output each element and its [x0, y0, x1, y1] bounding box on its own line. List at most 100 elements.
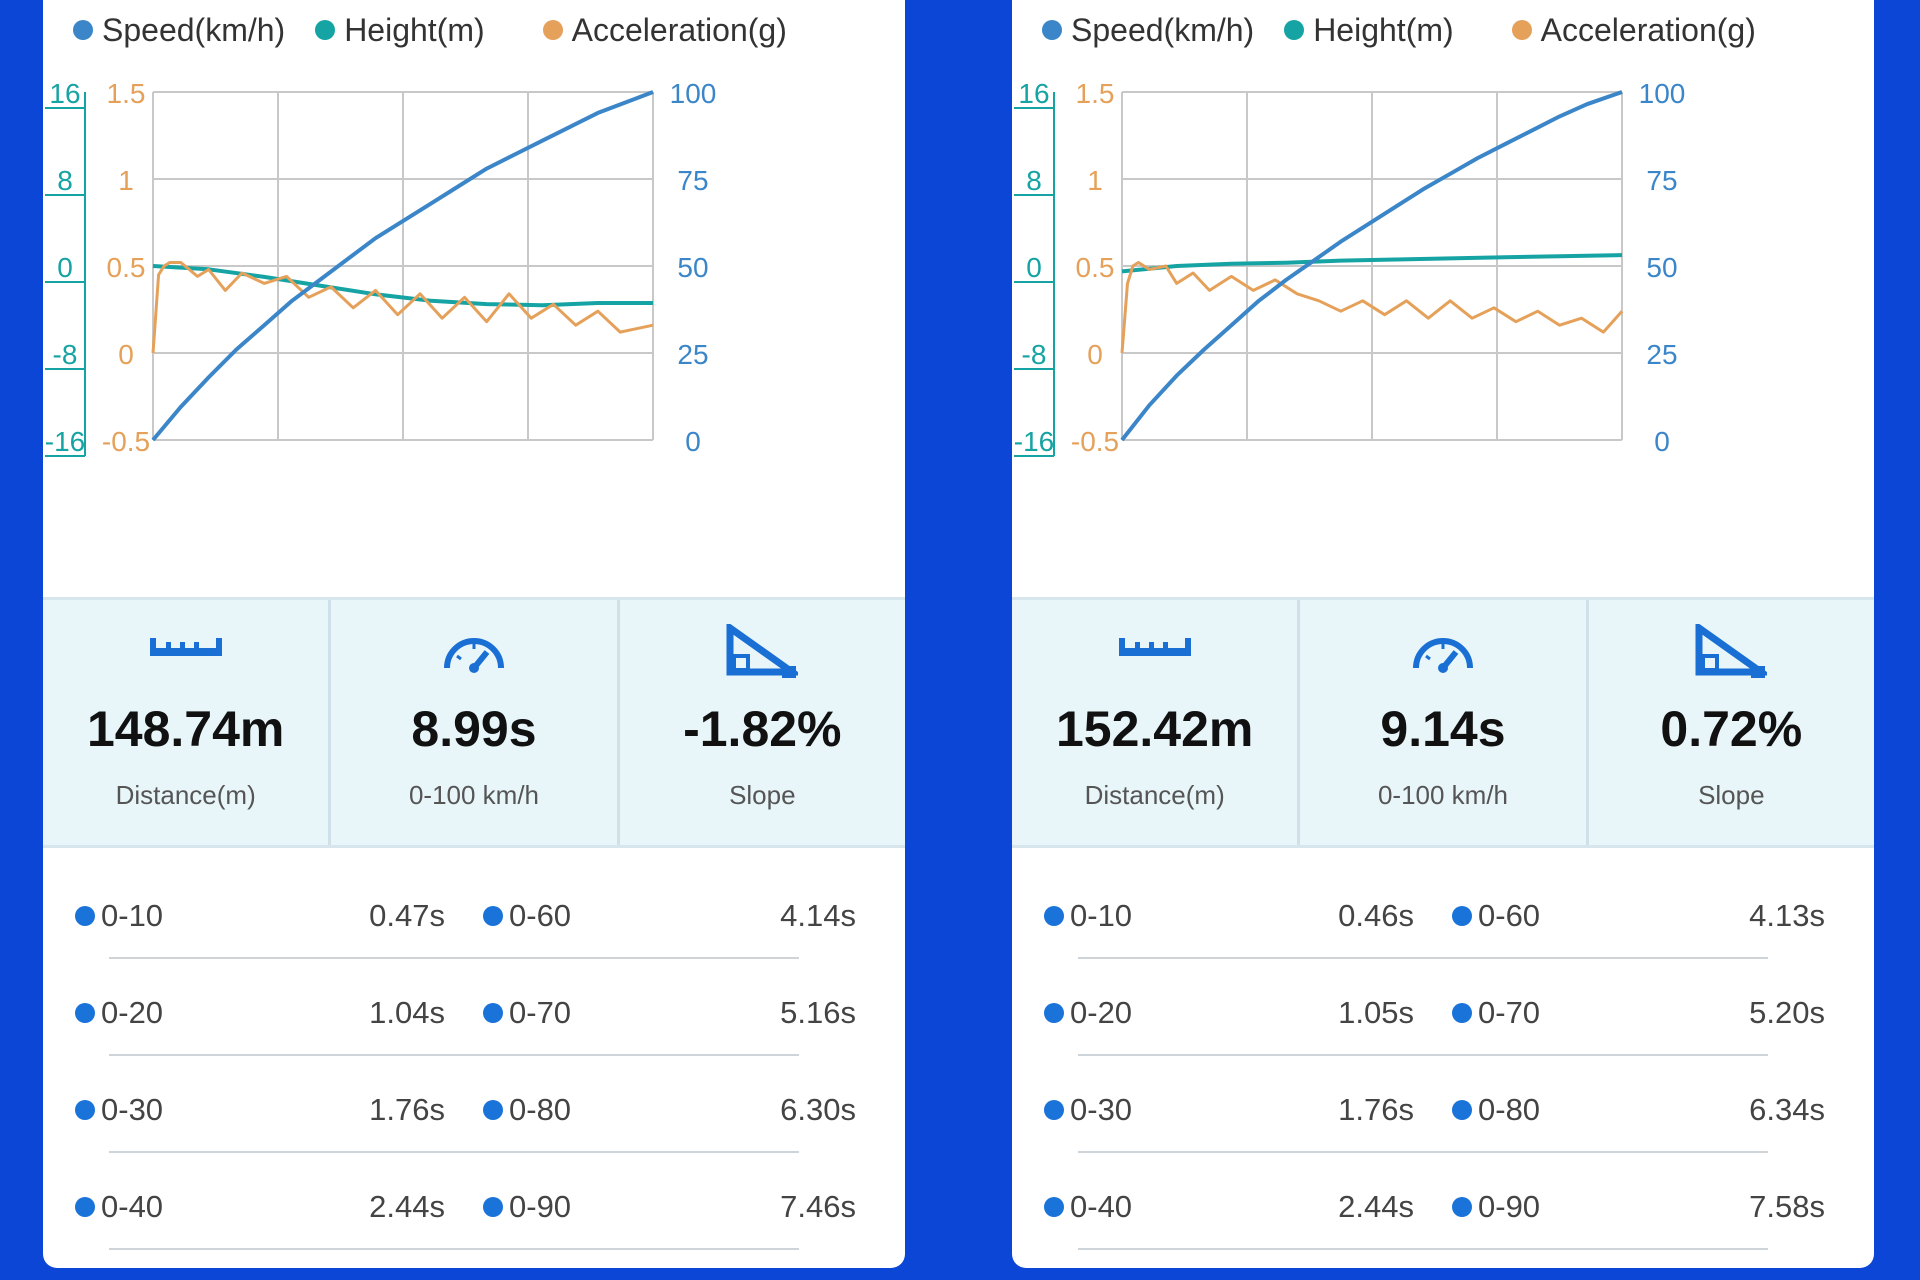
split-row: 0-20 1.05s 0-70 5.20s: [1012, 977, 1874, 1074]
split-range: 0-60: [1478, 898, 1541, 933]
split-range: 0-20: [1070, 995, 1133, 1030]
legend-height-label: Height(m): [344, 11, 485, 48]
stats-summary: 152.42m Distance(m) 9.14s 0-100 km/h 0.7…: [1012, 597, 1874, 848]
height-dot-icon: [1284, 20, 1305, 40]
bullet-dot-icon: [1044, 906, 1064, 926]
split-time: 4.13s: [1749, 898, 1825, 933]
row-divider: [109, 1151, 799, 1153]
split-left: 0-10 0.47s: [75, 896, 445, 936]
height-tick-label: 0: [1026, 252, 1042, 283]
legend-acceleration-label: Acceleration(g): [1540, 11, 1756, 48]
split-time: 1.05s: [1338, 995, 1414, 1030]
split-time: 2.44s: [1338, 1189, 1414, 1224]
split-time: 5.20s: [1749, 995, 1825, 1030]
legend-height[interactable]: Height(m): [315, 11, 485, 49]
split-times: 0-10 0.47s 0-60 4.14s 0-20 1.04s 0-70 5.…: [43, 880, 905, 1268]
split-range: 0-30: [1070, 1092, 1133, 1127]
row-divider: [1078, 1054, 1768, 1056]
speed-series-line: [151, 90, 654, 442]
acceleration-tick-label: -0.5: [102, 426, 150, 457]
acceleration-tick-label: 0: [1087, 339, 1103, 370]
legend-speed[interactable]: Speed(km/h): [1042, 12, 1254, 49]
speed-tick-label: 75: [677, 165, 708, 196]
acceleration-tick-label: 1.5: [1076, 78, 1115, 109]
stats-summary: 148.74m Distance(m) 8.99s 0-100 km/h -1.…: [43, 597, 905, 848]
split-range: 0-10: [101, 898, 164, 933]
split-row: 0-20 1.04s 0-70 5.16s: [43, 977, 905, 1074]
legend-speed[interactable]: Speed(km/h): [73, 12, 285, 49]
speed-tick-label: 100: [670, 78, 717, 109]
split-right: 0-80 6.34s: [1452, 1090, 1825, 1130]
bullet-dot-icon: [483, 906, 503, 926]
legend-speed-label: Speed(km/h): [102, 11, 286, 48]
legend-acceleration[interactable]: Acceleration(g): [1511, 11, 1756, 49]
chart-legend: Speed(km/h) Height(m) Acceleration(g): [73, 10, 817, 50]
split-right: 0-70 5.20s: [1452, 993, 1825, 1033]
row-divider: [1078, 1151, 1768, 1153]
split-time: 4.14s: [780, 898, 856, 933]
split-range: 0-70: [509, 995, 572, 1030]
acceleration-series-line: [1120, 261, 1624, 354]
split-right: 0-60 4.13s: [1452, 896, 1825, 936]
split-right: 0-80 6.30s: [483, 1090, 856, 1130]
acceleration-tick-label: 0.5: [107, 252, 146, 283]
performance-chart-right: 16 1.5 100 8 1 75 0 0.5 50 -8 0 25 -16 -0.5 0: [1014, 78, 1686, 457]
bullet-dot-icon: [75, 1003, 95, 1023]
height-series-line: [152, 264, 653, 308]
row-divider: [109, 957, 799, 959]
split-time: 1.76s: [369, 1092, 445, 1127]
height-tick-label: 8: [1026, 165, 1042, 196]
bullet-dot-icon: [1044, 1003, 1064, 1023]
bullet-dot-icon: [483, 1100, 503, 1120]
split-right: 0-90 7.58s: [1452, 1187, 1825, 1227]
split-range: 0-40: [1070, 1189, 1133, 1224]
acceleration-series-line: [151, 261, 654, 354]
split-time: 6.34s: [1749, 1092, 1825, 1127]
bullet-dot-icon: [1452, 1100, 1472, 1120]
slope-icon: [1695, 624, 1768, 678]
ruler-icon: [1118, 638, 1191, 656]
stat-zero-to-hundred: 8.99s 0-100 km/h: [331, 600, 620, 845]
stat-distance: 152.42m Distance(m): [1012, 600, 1301, 845]
height-tick-label: 16: [1018, 78, 1049, 109]
split-time: 2.44s: [369, 1189, 445, 1224]
run-panel-left: Speed(km/h) Height(m) Acceleration(g) 16…: [43, 0, 905, 1268]
split-row: 0-30 1.76s 0-80 6.34s: [1012, 1074, 1874, 1171]
row-divider: [1078, 1248, 1768, 1250]
split-right: 0-70 5.16s: [483, 993, 856, 1033]
speed-dot-icon: [73, 20, 93, 40]
speed-tick-label: 0: [685, 426, 701, 457]
split-time: 0.46s: [1338, 898, 1414, 933]
height-tick-label: -16: [1014, 426, 1054, 457]
split-time: 1.04s: [369, 995, 445, 1030]
chart-legend: Speed(km/h) Height(m) Acceleration(g): [1042, 10, 1786, 50]
accel-time-label: 0-100 km/h: [408, 780, 540, 810]
legend-height-label: Height(m): [1313, 11, 1454, 48]
slope-icon: [726, 624, 799, 678]
split-left: 0-20 1.04s: [75, 993, 445, 1033]
speed-dot-icon: [1042, 20, 1062, 40]
distance-value: 152.42m: [1055, 701, 1254, 757]
speed-tick-label: 75: [1646, 165, 1677, 196]
row-divider: [109, 1248, 799, 1250]
acceleration-tick-label: 1: [1087, 165, 1103, 196]
split-time: 5.16s: [780, 995, 856, 1030]
accel-time-label: 0-100 km/h: [1377, 780, 1509, 810]
split-left: 0-30 1.76s: [1044, 1090, 1414, 1130]
split-range: 0-80: [509, 1092, 572, 1127]
legend-height[interactable]: Height(m): [1284, 11, 1454, 49]
distance-label: Distance(m): [1084, 780, 1225, 810]
row-divider: [1078, 957, 1768, 959]
accel-time-value: 8.99s: [411, 701, 537, 757]
acceleration-tick-label: 0: [118, 339, 134, 370]
split-row: 0-10 0.46s 0-60 4.13s: [1012, 880, 1874, 977]
acceleration-tick-label: 1: [118, 165, 134, 196]
split-range: 0-80: [1478, 1092, 1541, 1127]
height-series-line: [1121, 253, 1623, 274]
slope-label: Slope: [1698, 780, 1765, 810]
legend-acceleration[interactable]: Acceleration(g): [542, 12, 787, 49]
stat-distance: 148.74m Distance(m): [43, 600, 332, 845]
speed-tick-label: 100: [1639, 78, 1686, 109]
split-range: 0-10: [1070, 898, 1133, 933]
split-range: 0-90: [1478, 1189, 1541, 1224]
